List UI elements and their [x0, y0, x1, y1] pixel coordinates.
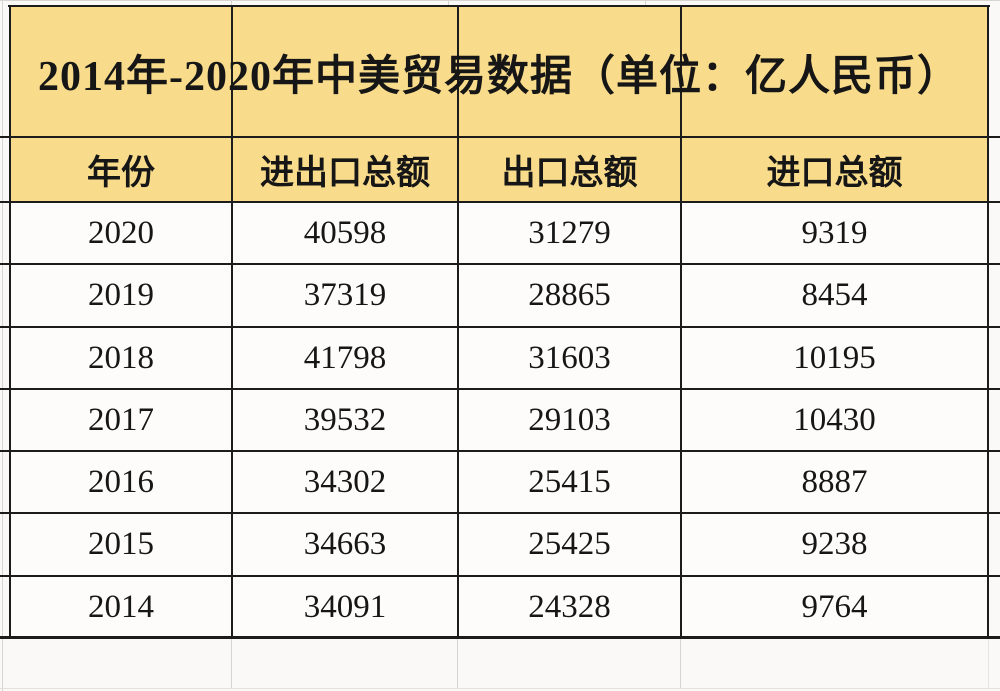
table-cell: 37319: [303, 277, 387, 313]
table-border-line: [8, 5, 990, 7]
table-cell: 34091: [303, 588, 387, 625]
gridline: [448, 0, 449, 6]
gridline: [0, 688, 1000, 689]
table-border-line: [0, 136, 1000, 138]
table-cell: 2016: [88, 463, 154, 500]
table-cell: 28865: [528, 277, 611, 313]
column-header-year: 年份: [87, 155, 155, 192]
table-cell: 31603: [528, 339, 611, 376]
table-cell: 8454: [801, 277, 868, 313]
gridline: [0, 0, 1000, 1]
table-border-line: [680, 5, 682, 639]
gridline: [2, 0, 3, 691]
table-cell: 31279: [528, 214, 611, 251]
table-border-line: [0, 201, 1000, 203]
table-cell: 9238: [801, 526, 868, 562]
table-cell: 34663: [303, 526, 387, 562]
table-cell: 29103: [528, 401, 611, 438]
table-cell: 25415: [528, 463, 611, 500]
gridline: [645, 0, 646, 6]
gridline: [231, 639, 232, 688]
table-cell: 2020: [88, 214, 154, 251]
table-cell: 25425: [528, 526, 611, 562]
gridline: [680, 639, 681, 688]
table-cell: 10430: [793, 401, 876, 438]
gridline: [457, 639, 458, 688]
table-cell: 39532: [303, 401, 387, 438]
table-cell: 2018: [88, 339, 154, 376]
gridline: [231, 0, 232, 6]
header-background: [10, 137, 988, 202]
table-cell: 8887: [801, 463, 868, 500]
table-border-line: [0, 512, 1000, 514]
column-header-exports: 出口总额: [501, 155, 638, 192]
table-border-line: [231, 5, 233, 639]
title-background: [10, 7, 988, 137]
table-border-line: [0, 450, 1000, 452]
table-cell: 9764: [801, 588, 868, 625]
table-border-line: [457, 5, 459, 639]
table-cell: 9319: [801, 214, 868, 251]
table-cell: 40598: [303, 214, 387, 251]
table-cell: 2014: [88, 588, 154, 625]
gridline: [988, 639, 989, 688]
trade-table: 2014年-2020年中美贸易数据（单位：亿人民币） 年份 进出口总额 出口总额…: [10, 7, 988, 638]
data-background: [10, 202, 988, 638]
table-border-line: [0, 326, 1000, 328]
column-header-total-trade: 进出口总额: [260, 155, 430, 192]
table-border-line: [0, 263, 1000, 265]
table-cell: 2015: [88, 526, 154, 562]
table-border-line: [987, 5, 989, 639]
table-border-line: [0, 636, 1000, 639]
table-cell: 10195: [793, 339, 876, 376]
table-border-line: [9, 5, 11, 639]
table-border-line: [0, 575, 1000, 577]
table-cell: 2017: [88, 401, 154, 438]
table-title: 2014年-2020年中美贸易数据（单位：亿人民币）: [38, 53, 960, 100]
table-border-line: [0, 388, 1000, 390]
table-cell: 2019: [88, 277, 154, 313]
column-header-imports: 进口总额: [766, 155, 903, 192]
table-cell: 41798: [303, 339, 387, 376]
table-cell: 34302: [303, 463, 387, 500]
table-cell: 24328: [528, 588, 611, 625]
